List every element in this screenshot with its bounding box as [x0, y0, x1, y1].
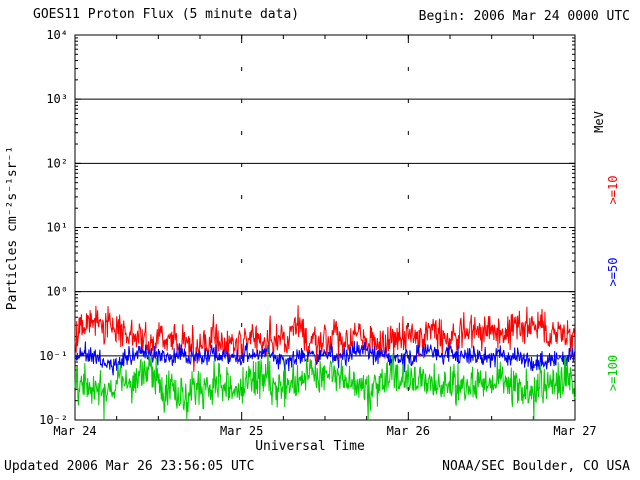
right-axis-label-mev: MeV — [592, 111, 606, 133]
y-tick-label: 10¹ — [46, 221, 68, 235]
y-tick-label: 10² — [46, 156, 68, 170]
updated-timestamp: Updated 2006 Mar 26 23:56:05 UTC — [4, 459, 255, 474]
x-tick-label: Mar 24 — [53, 424, 96, 438]
x-axis-label: Universal Time — [255, 439, 365, 454]
series-line-ge50 — [74, 340, 576, 376]
right-axis-label-10: >=10 — [606, 176, 620, 205]
y-tick-label: 10⁻² — [39, 413, 68, 427]
x-tick-label: Mar 27 — [553, 424, 596, 438]
y-tick-label: 10⁰ — [46, 285, 68, 299]
y-axis-label: Particles cm⁻²s⁻¹sr⁻¹ — [5, 146, 20, 310]
y-tick-label: 10³ — [46, 92, 68, 106]
y-tick-label: 10⁻¹ — [39, 349, 68, 363]
series-line-ge100 — [74, 345, 576, 421]
chart-title: GOES11 Proton Flux (5 minute data) — [33, 7, 300, 22]
right-axis-label-50: >=50 — [606, 258, 620, 287]
right-axis-label-100: >=100 — [606, 355, 620, 391]
x-tick-label: Mar 26 — [387, 424, 430, 438]
x-tick-label: Mar 25 — [220, 424, 263, 438]
source-credit: NOAA/SEC Boulder, CO USA — [442, 459, 630, 474]
y-tick-label: 10⁴ — [46, 28, 68, 42]
series-line-ge10 — [74, 305, 576, 372]
begin-time-label: Begin: 2006 Mar 24 0000 UTC — [418, 9, 630, 24]
